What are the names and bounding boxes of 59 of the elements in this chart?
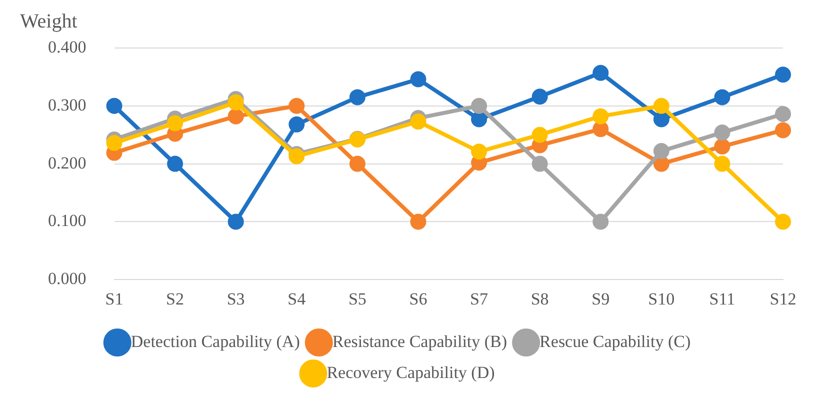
x-tick-label: S10 <box>648 289 675 308</box>
point <box>532 156 548 172</box>
point <box>410 71 426 88</box>
point <box>714 124 730 141</box>
point <box>653 143 670 160</box>
x-tick-label: S4 <box>288 289 306 308</box>
y-tick-label: 0.200 <box>48 153 86 172</box>
point <box>471 144 488 160</box>
point <box>775 214 791 230</box>
y-tick-label: 0.100 <box>48 211 86 230</box>
y-tick-label: 0.300 <box>48 95 86 114</box>
x-tick-label: S12 <box>770 289 796 308</box>
point <box>167 156 184 172</box>
point <box>471 98 488 114</box>
point <box>532 126 548 143</box>
x-tick-label: S8 <box>530 289 549 308</box>
point <box>288 98 305 114</box>
y-tick-label: 0.400 <box>48 37 86 56</box>
point <box>228 214 244 230</box>
point <box>653 111 670 128</box>
point <box>167 115 184 132</box>
point <box>106 98 122 114</box>
point <box>592 121 609 138</box>
legend-label: Rescue Capability (C) <box>540 332 691 351</box>
point <box>592 108 609 124</box>
point <box>349 89 366 106</box>
point <box>592 214 609 230</box>
point <box>775 122 791 138</box>
point <box>228 94 244 110</box>
point <box>410 114 426 130</box>
point <box>288 148 305 164</box>
x-tick-label: S5 <box>348 289 366 308</box>
legend-label: Detection Capability (A) <box>130 332 300 351</box>
point <box>775 106 791 122</box>
point <box>775 66 791 83</box>
point <box>714 156 730 172</box>
point <box>228 108 244 124</box>
point <box>106 134 122 151</box>
point <box>714 89 730 106</box>
point <box>288 116 305 132</box>
x-tick-label: S9 <box>592 289 610 308</box>
legend-label: Resistance Capability (B) <box>332 332 508 351</box>
point <box>532 88 548 105</box>
point <box>714 138 730 154</box>
y-tick-label: 0.000 <box>48 269 86 288</box>
x-tick-label: S3 <box>226 289 245 308</box>
point <box>653 156 670 172</box>
point <box>471 111 488 128</box>
legend-label: Recovery Capability (D) <box>326 362 495 382</box>
y-axis-title: Weight <box>20 10 78 32</box>
point <box>653 98 670 114</box>
point <box>592 64 609 81</box>
x-tick-label: S1 <box>105 289 124 308</box>
x-tick-label: S11 <box>709 289 736 308</box>
point <box>410 214 426 230</box>
point <box>349 156 366 172</box>
x-tick-label: S6 <box>409 289 428 308</box>
x-tick-label: S7 <box>470 289 488 308</box>
x-tick-label: S2 <box>166 289 184 308</box>
